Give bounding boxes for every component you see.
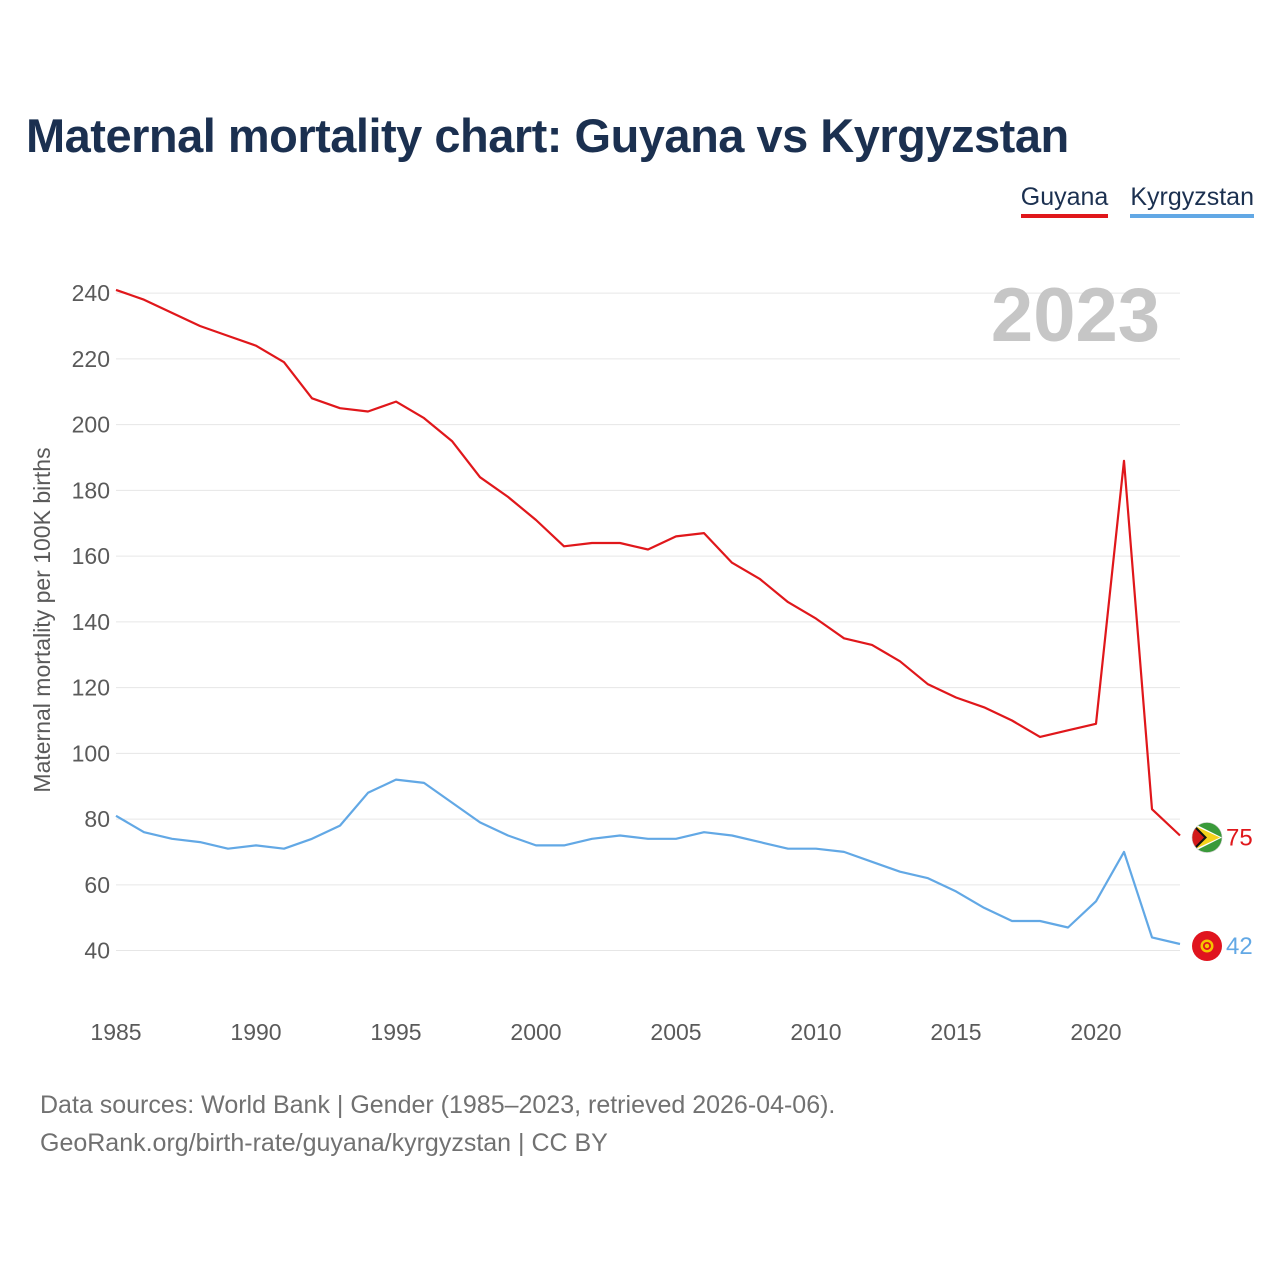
- legend: Guyana Kyrgyzstan: [1020, 183, 1254, 218]
- data-source-note: Data sources: World Bank | Gender (1985–…: [40, 1091, 836, 1119]
- legend-item-guyana[interactable]: Guyana: [1020, 183, 1109, 218]
- y-axis-ticks: 40 60 80 100 120 140 160 180 200 220 240: [72, 280, 110, 963]
- y-tick-label: 140: [72, 609, 110, 635]
- x-tick-label: 2015: [930, 1019, 981, 1045]
- x-tick-label: 1990: [230, 1019, 281, 1045]
- legend-item-kyrgyzstan[interactable]: Kyrgyzstan: [1130, 183, 1254, 218]
- series-lines: [115, 288, 1181, 946]
- y-tick-label: 220: [72, 346, 110, 372]
- x-tick-label: 1995: [370, 1019, 421, 1045]
- x-tick-label: 2020: [1070, 1019, 1121, 1045]
- end-value-kyrgyzstan: 42: [1226, 933, 1253, 960]
- x-tick-label: 2010: [790, 1019, 841, 1045]
- series-line-kyrgyzstan: [115, 778, 1181, 946]
- x-tick-label: 2005: [650, 1019, 701, 1045]
- source-link[interactable]: GeoRank.org/birth-rate/guyana/kyrgyzstan…: [40, 1129, 608, 1157]
- y-tick-label: 40: [84, 938, 110, 964]
- end-value-guyana: 75: [1226, 825, 1253, 852]
- y-tick-label: 60: [84, 872, 110, 898]
- y-tick-label: 120: [72, 675, 110, 701]
- year-label: 2023: [991, 273, 1160, 358]
- y-tick-label: 180: [72, 477, 110, 503]
- guyana-flag-icon: [1191, 822, 1223, 853]
- series-end-markers: 75 42: [1191, 822, 1253, 961]
- gridlines: [116, 292, 1180, 952]
- chart-title: Maternal mortality chart: Guyana vs Kyrg…: [26, 109, 1069, 162]
- y-tick-label: 200: [72, 412, 110, 438]
- y-tick-label: 160: [72, 543, 110, 569]
- y-tick-label: 80: [84, 806, 110, 832]
- footer: Data sources: World Bank | Gender (1985–…: [40, 1086, 835, 1162]
- x-axis-ticks: 1985 1990 1995 2000 2005 2010 2015 2020: [90, 1019, 1121, 1045]
- y-tick-label: 240: [72, 280, 110, 306]
- series-line-guyana: [115, 288, 1181, 837]
- x-tick-label: 2000: [510, 1019, 561, 1045]
- kyrgyzstan-flag-icon: [1192, 930, 1222, 961]
- x-tick-label: 1985: [90, 1019, 141, 1045]
- y-tick-label: 100: [72, 740, 110, 766]
- y-axis-label: Maternal mortality per 100K births: [29, 447, 55, 792]
